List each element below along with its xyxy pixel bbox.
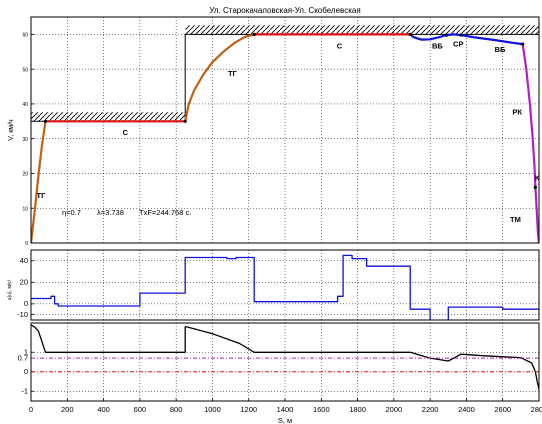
segment-join-marker — [533, 185, 537, 189]
x-tick-label: 1800 — [349, 405, 366, 414]
y-tick-label: 1 — [24, 347, 28, 356]
x-tick-label: 2200 — [422, 405, 439, 414]
y-tick-label: 60 — [22, 33, 28, 39]
mode-label: ТГ — [228, 69, 238, 78]
mode-label: ТМ — [510, 215, 521, 224]
y-tick-label: 0.7 — [18, 353, 28, 362]
series-line — [521, 43, 537, 188]
mode-series — [31, 324, 539, 390]
mode-label: РК — [512, 107, 522, 116]
chart-title: Ул. Старокачаловская-Ул. Скобелевская — [209, 6, 360, 15]
y-tick-label: 40 — [22, 102, 28, 108]
mode-label: С — [337, 41, 343, 50]
series-line — [409, 33, 447, 41]
time-annotation: TxF=244.768 с. — [139, 208, 191, 217]
x-tick-label: 2400 — [458, 405, 475, 414]
segment-join-marker — [252, 32, 256, 36]
y-tick-label: 0 — [24, 299, 28, 308]
mode-label: С — [123, 128, 129, 137]
series-line — [184, 33, 255, 122]
series-line — [31, 254, 539, 320]
mode-label: ВБ — [432, 41, 443, 50]
lambda-annotation: λ=3.738 — [97, 208, 124, 217]
x-tick-label: 1200 — [240, 405, 257, 414]
y-tick-label: 40 — [20, 256, 28, 265]
x-tick-label: 600 — [134, 405, 147, 414]
y-tick-label: 20 — [22, 172, 28, 178]
segment-join-marker — [459, 33, 463, 37]
eta-annotation: η=0.7 — [62, 208, 81, 217]
x-tick-label: 2800 — [531, 405, 542, 414]
series-line — [31, 121, 47, 243]
mode-label: СР — [453, 40, 463, 49]
mode-label: К — [535, 173, 540, 182]
acceleration-panel: -10 0 20 40 u(u), м/с² — [7, 249, 540, 321]
mode-gridlines — [30, 323, 540, 401]
acc-plot-frame — [30, 249, 540, 321]
y-tick-label: 20 — [20, 278, 28, 287]
mode-label: ВБ — [495, 45, 506, 54]
acc-series — [31, 254, 539, 320]
acc-gridlines — [30, 250, 540, 320]
segment-join-marker — [444, 33, 449, 37]
x-tick-label: 0 — [29, 405, 33, 414]
y-tick-label: 10 — [22, 206, 28, 212]
series-line — [446, 33, 462, 37]
mode-xticks: 0 200 400 600 800 1000 1200 1400 1600 1800 2000 220… — [29, 398, 542, 414]
y-tick-label: 0 — [24, 367, 28, 376]
x-tick-label: 1000 — [204, 405, 221, 414]
acc-ylabel: u(u), м/с² — [7, 279, 13, 300]
series-line — [534, 187, 539, 243]
x-tick-label: 1400 — [277, 405, 294, 414]
segment-join-marker — [521, 42, 525, 46]
x-tick-label: 2600 — [494, 405, 511, 414]
series-line — [31, 324, 539, 390]
x-tick-label: 800 — [170, 405, 183, 414]
limit-hatch — [185, 25, 539, 35]
segment-join-marker — [43, 119, 48, 123]
speed-plot-frame — [30, 16, 540, 244]
segment-join-marker — [183, 119, 187, 123]
speed-mode-labels: ТГ С ТГ С ВБ СР ВБ РК К ТМ — [37, 32, 540, 224]
x-tick-label: 2000 — [386, 405, 403, 414]
y-tick-label: -10 — [17, 310, 28, 319]
speed-series — [31, 33, 539, 243]
limit-hatch — [31, 112, 186, 122]
mode-panel: -1 0 10.7 0 200 400 600 800 1000 1200 1400 1600 180… — [18, 322, 542, 424]
y-tick-label: 0 — [25, 241, 28, 247]
segment-join-marker — [408, 32, 412, 36]
series-line — [460, 34, 523, 46]
y-tick-label: 50 — [22, 67, 28, 73]
y-tick-label: -1 — [21, 386, 28, 395]
x-tick-label: 400 — [97, 405, 110, 414]
x-tick-label: 200 — [61, 405, 74, 414]
y-tick-label: 30 — [22, 137, 28, 143]
speed-ylabel: V, км/ч — [8, 119, 15, 141]
x-tick-label: 1600 — [313, 405, 330, 414]
mode-label: ТГ — [37, 191, 47, 200]
x-axis-label: S, м — [278, 416, 292, 424]
speed-yticks: 0 10 20 30 40 50 60 — [22, 33, 34, 247]
